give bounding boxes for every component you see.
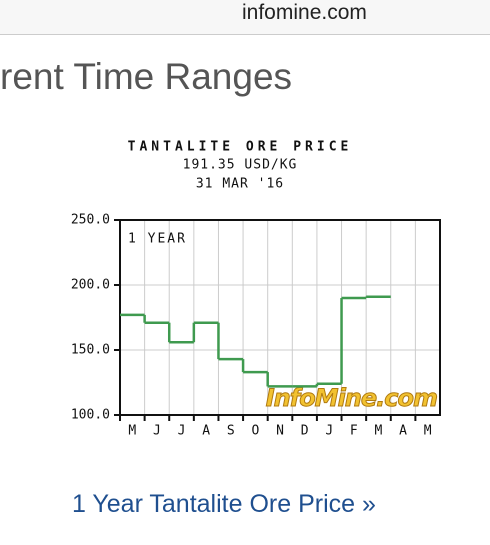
x-tick-label: A	[399, 424, 407, 439]
address-bar: infomine.com	[0, 0, 490, 35]
x-tick-label: D	[301, 424, 309, 439]
y-tick-label: 100.0	[71, 408, 110, 423]
plot-frame	[119, 219, 441, 416]
x-tick-label: J	[325, 424, 333, 439]
x-tick-label: A	[202, 424, 210, 439]
y-tick-label: 150.0	[71, 343, 110, 358]
x-tick-label: M	[424, 424, 432, 439]
chart-title: TANTALITE ORE PRICE	[128, 140, 353, 155]
chart-subtitle: 191.35 USD/KG	[183, 158, 298, 173]
x-tick-label: M	[128, 424, 136, 439]
site-url: infomine.com	[242, 1, 367, 24]
chart-date: 31 MAR '16	[196, 177, 284, 192]
x-tick-label: N	[276, 424, 284, 439]
y-tick-label: 250.0	[71, 213, 110, 228]
x-tick-label: J	[153, 424, 161, 439]
chart: TANTALITE ORE PRICE 191.35 USD/KG 31 MAR…	[71, 140, 441, 439]
x-tick-label: M	[375, 424, 383, 439]
section-heading: rent Time Ranges	[0, 56, 293, 97]
watermark: InfoMine.com	[266, 384, 437, 412]
x-tick-label: F	[350, 424, 358, 439]
chart-annotation: 1 YEAR	[128, 232, 187, 247]
x-tick-label: J	[178, 424, 186, 439]
chart-link[interactable]: 1 Year Tantalite Ore Price »	[72, 490, 376, 518]
y-tick-label: 200.0	[71, 278, 110, 293]
x-tick-label: S	[227, 424, 235, 439]
x-tick-label: O	[251, 424, 259, 439]
